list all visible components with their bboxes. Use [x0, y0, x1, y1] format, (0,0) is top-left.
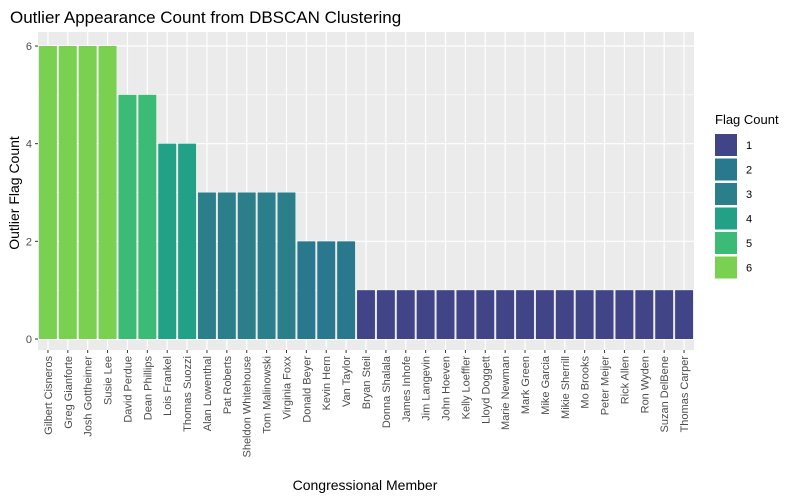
- legend-swatch: [715, 256, 737, 279]
- x-tick-label: Mark Green: [520, 356, 532, 414]
- legend-swatch: [715, 207, 737, 230]
- x-tick-label: Dean Phillips: [142, 356, 154, 421]
- bar: [396, 290, 415, 339]
- bar: [535, 290, 554, 339]
- legend-label: 2: [746, 165, 752, 177]
- bar: [575, 290, 594, 339]
- bar: [98, 46, 117, 339]
- bar: [317, 241, 336, 339]
- legend-swatch: [715, 134, 737, 156]
- y-axis: 0 2 4 6: [26, 41, 38, 346]
- x-tick-label: Josh Gottheimer: [83, 356, 95, 437]
- bar: [178, 143, 197, 339]
- bar: [58, 46, 77, 339]
- legend-label: 5: [746, 238, 752, 250]
- y-axis-title: Outlier Flag Count: [6, 136, 22, 250]
- x-tick-label: Donald Beyer: [301, 356, 313, 423]
- x-tick-label: Greg Gianforte: [63, 356, 75, 429]
- legend-label: 3: [746, 189, 752, 201]
- x-tick-label: David Perdue: [122, 356, 134, 423]
- x-tick-label: Virginia Foxx: [281, 356, 293, 420]
- x-tick-label: Jim Langevin: [421, 356, 433, 421]
- legend-label: 1: [746, 140, 752, 152]
- x-tick-label: Ron Wyden: [639, 356, 651, 413]
- bar: [436, 290, 455, 339]
- bar: [217, 192, 236, 339]
- bar: [38, 46, 57, 339]
- x-tick-label: Mike Garcia: [540, 355, 552, 415]
- bar: [297, 241, 316, 339]
- x-tick-label: Pat Roberts: [222, 356, 234, 415]
- legend-swatch: [715, 158, 737, 181]
- chart-title: Outlier Appearance Count from DBSCAN Clu…: [10, 8, 401, 27]
- bar: [675, 290, 694, 339]
- bar: [476, 290, 495, 339]
- bar: [615, 290, 634, 339]
- bar: [198, 192, 216, 339]
- x-tick-label: Sheldon Whitehouse: [242, 356, 254, 458]
- legend-label: 4: [746, 214, 752, 226]
- x-tick-label: Mikie Sherrill: [560, 356, 572, 419]
- x-tick-label: Kevin Hern: [321, 356, 333, 410]
- x-axis-title: Congressional Member: [293, 477, 438, 493]
- x-tick-label: Bryan Steil: [361, 356, 373, 409]
- x-tick-label: Van Taylor: [341, 356, 353, 407]
- bar: [655, 290, 674, 339]
- bar: [496, 290, 515, 339]
- x-tick-label: Alan Lowenthal: [202, 356, 214, 431]
- x-tick-label: Suzan DelBene: [659, 356, 671, 432]
- y-tick-label: 2: [26, 236, 32, 248]
- x-tick-label: Peter Meijer: [600, 356, 612, 416]
- y-tick-label: 4: [26, 139, 32, 151]
- bar: [237, 192, 256, 339]
- x-tick-label: Lois Frankel: [162, 356, 174, 416]
- x-tick-label: Mo Brooks: [580, 356, 592, 409]
- x-tick-label: James Inhofe: [401, 356, 413, 422]
- bar: [277, 192, 296, 339]
- y-tick-label: 6: [26, 41, 32, 53]
- legend-label: 6: [746, 263, 752, 275]
- bar: [357, 290, 375, 339]
- legend-swatch: [715, 232, 737, 254]
- x-tick-label: Thomas Carper: [679, 356, 691, 433]
- bar: [516, 290, 534, 339]
- x-tick-label: Susie Lee: [103, 356, 115, 405]
- bar: [118, 94, 137, 339]
- x-tick-label: Kelly Loeffler: [460, 356, 472, 420]
- bar: [635, 290, 654, 339]
- bar: [158, 143, 177, 339]
- y-tick-label: 0: [26, 334, 32, 346]
- x-tick-label: Lloyd Doggett: [480, 356, 492, 424]
- x-tick-label: Tom Malinowski: [262, 356, 274, 434]
- x-tick-label: Donna Shalala: [381, 355, 393, 428]
- bar: [555, 290, 574, 339]
- x-tick-label: Rick Allen: [619, 356, 631, 404]
- bar: [257, 192, 276, 339]
- legend-swatch: [715, 183, 737, 205]
- x-tick-label: John Hoeven: [441, 356, 453, 421]
- x-axis: Gilbert Cisneros Greg Gianforte Josh Gotth…: [43, 350, 691, 458]
- bar: [138, 94, 157, 339]
- bar: [595, 290, 614, 339]
- bar: [416, 290, 435, 339]
- bars: [38, 46, 694, 339]
- x-tick-label: Thomas Suozzi: [182, 356, 194, 432]
- bar: [337, 241, 356, 339]
- bar: [78, 46, 97, 339]
- x-tick-label: Gilbert Cisneros: [43, 356, 55, 435]
- legend-title: Flag Count: [715, 112, 779, 127]
- x-tick-label: Marie Newman: [500, 356, 512, 430]
- bar: [456, 290, 475, 339]
- legend: Flag Count 1 2 3 4 5 6: [715, 112, 779, 279]
- bar: [376, 290, 395, 339]
